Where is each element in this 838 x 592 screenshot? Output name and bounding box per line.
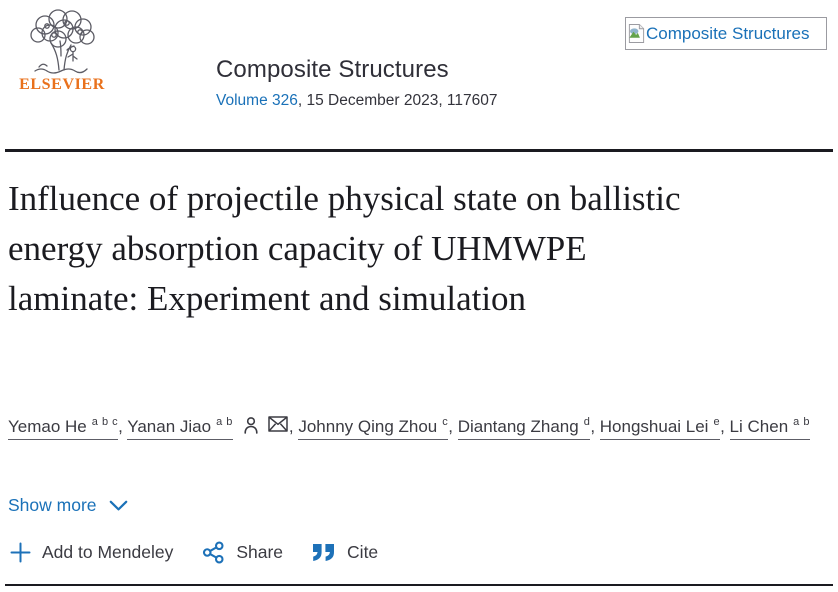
journal-issue-line: Volume 326, 15 December 2023, 117607	[216, 92, 498, 110]
author-separator: ,	[448, 417, 458, 436]
cite-button[interactable]: Cite	[312, 542, 378, 563]
author-separator: ,	[590, 417, 600, 436]
corresponding-author-icons	[242, 416, 288, 435]
elsevier-tree-icon	[30, 9, 95, 74]
person-icon[interactable]	[242, 416, 260, 435]
author-affiliations: a b	[216, 416, 233, 428]
author-name: Diantang Zhang	[457, 417, 579, 436]
author-name: Hongshuai Lei	[599, 417, 709, 436]
author-affiliations: d	[583, 416, 591, 428]
envelope-icon[interactable]	[268, 416, 288, 432]
share-icon	[203, 541, 224, 564]
article-title: Influence of projectile physical state o…	[8, 179, 681, 318]
bottom-divider	[5, 584, 833, 586]
plus-icon	[10, 542, 31, 563]
author-link-yemao-he[interactable]: Yemao He a b c	[8, 416, 119, 440]
author-affiliations: e	[713, 416, 721, 428]
action-bar: Add to Mendeley Share Cite	[10, 541, 378, 564]
cite-label: Cite	[347, 542, 379, 562]
elsevier-wordmark: ELSEVIER	[19, 76, 105, 93]
journal-title-link[interactable]: Composite Structures	[216, 56, 449, 83]
cite-quote-icon	[313, 544, 335, 561]
author-affiliations: a b	[793, 416, 810, 428]
show-more-button[interactable]: Show more	[8, 495, 128, 516]
share-button[interactable]: Share	[202, 541, 283, 564]
journal-block: Composite Structures Volume 326, 15 Dece…	[216, 56, 498, 110]
author-name: Yemao He	[8, 417, 87, 436]
add-to-mendeley-label: Add to Mendeley	[42, 542, 174, 562]
share-label: Share	[236, 542, 284, 562]
journal-cover-thumbnail[interactable]: Composite Structures	[625, 17, 827, 50]
top-divider	[5, 149, 833, 152]
author-link-hongshuai-lei[interactable]: Hongshuai Lei e	[599, 416, 721, 440]
show-more-label: Show more	[8, 495, 97, 515]
author-list: Yemao He a b c, Yanan Jiao a b , Johnny Qi…	[8, 402, 832, 447]
author-link-johnny-qing-zhou[interactable]: Johnny Qing Zhou c	[298, 416, 449, 440]
broken-image-icon	[628, 24, 645, 43]
author-separator: ,	[720, 417, 730, 436]
elsevier-logo: ELSEVIER	[16, 8, 108, 94]
author-name: Yanan Jiao	[127, 417, 212, 436]
author-separator: ,	[118, 417, 128, 436]
author-link-yanan-jiao[interactable]: Yanan Jiao a b	[127, 416, 233, 440]
issue-date-text: , 15 December 2023, 117607	[297, 92, 498, 109]
author-affiliations: a b c	[91, 416, 119, 428]
author-link-li-chen[interactable]: Li Chen a b	[729, 416, 810, 440]
author-separator: ,	[288, 417, 299, 436]
author-affiliations: c	[442, 416, 449, 428]
journal-cover-alt-text: Composite Structures	[646, 23, 810, 43]
author-name: Johnny Qing Zhou	[298, 417, 438, 436]
volume-link[interactable]: Volume 326	[216, 92, 298, 109]
author-link-diantang-zhang[interactable]: Diantang Zhang d	[457, 416, 591, 440]
add-to-mendeley-button[interactable]: Add to Mendeley	[10, 542, 173, 563]
chevron-down-icon	[109, 500, 127, 510]
author-name: Li Chen	[729, 417, 789, 436]
